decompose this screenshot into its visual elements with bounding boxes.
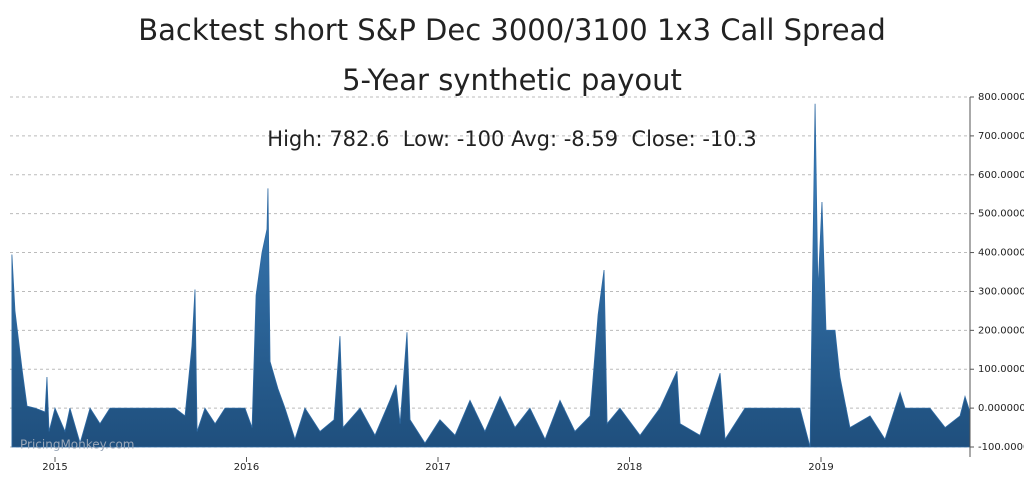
x-tick-label: 2018 — [617, 462, 642, 473]
x-tick-label: 2019 — [808, 462, 833, 473]
area — [11, 103, 971, 448]
y-tick-label: 200.000000 — [978, 325, 1024, 336]
y-tick-label: 600.000000 — [978, 170, 1024, 181]
y-tick-label: 500.000000 — [978, 209, 1024, 220]
chart-title: Backtest short S&P Dec 3000/3100 1x3 Cal… — [138, 13, 885, 47]
y-tick-label: 300.000000 — [978, 286, 1024, 297]
x-tick-label: 2017 — [425, 462, 450, 473]
y-tick-label: 0.000000 — [978, 403, 1024, 414]
y-tick-label: -100.000000 — [978, 442, 1024, 453]
x-tick-label: 2016 — [234, 462, 259, 473]
watermark: PricingMonkey.com — [20, 438, 135, 452]
y-tick-label: 100.000000 — [978, 364, 1024, 375]
y-tick-label: 700.000000 — [978, 131, 1024, 142]
chart-subtitle: 5-Year synthetic payout — [342, 63, 682, 97]
annotation: High: 782.6 Low: -100 Avg: -8.59 Close: … — [267, 127, 756, 151]
y-tick-label: 800.000000 — [978, 92, 1024, 103]
y-tick-label: 400.000000 — [978, 248, 1024, 259]
x-tick-label: 2015 — [42, 462, 67, 473]
